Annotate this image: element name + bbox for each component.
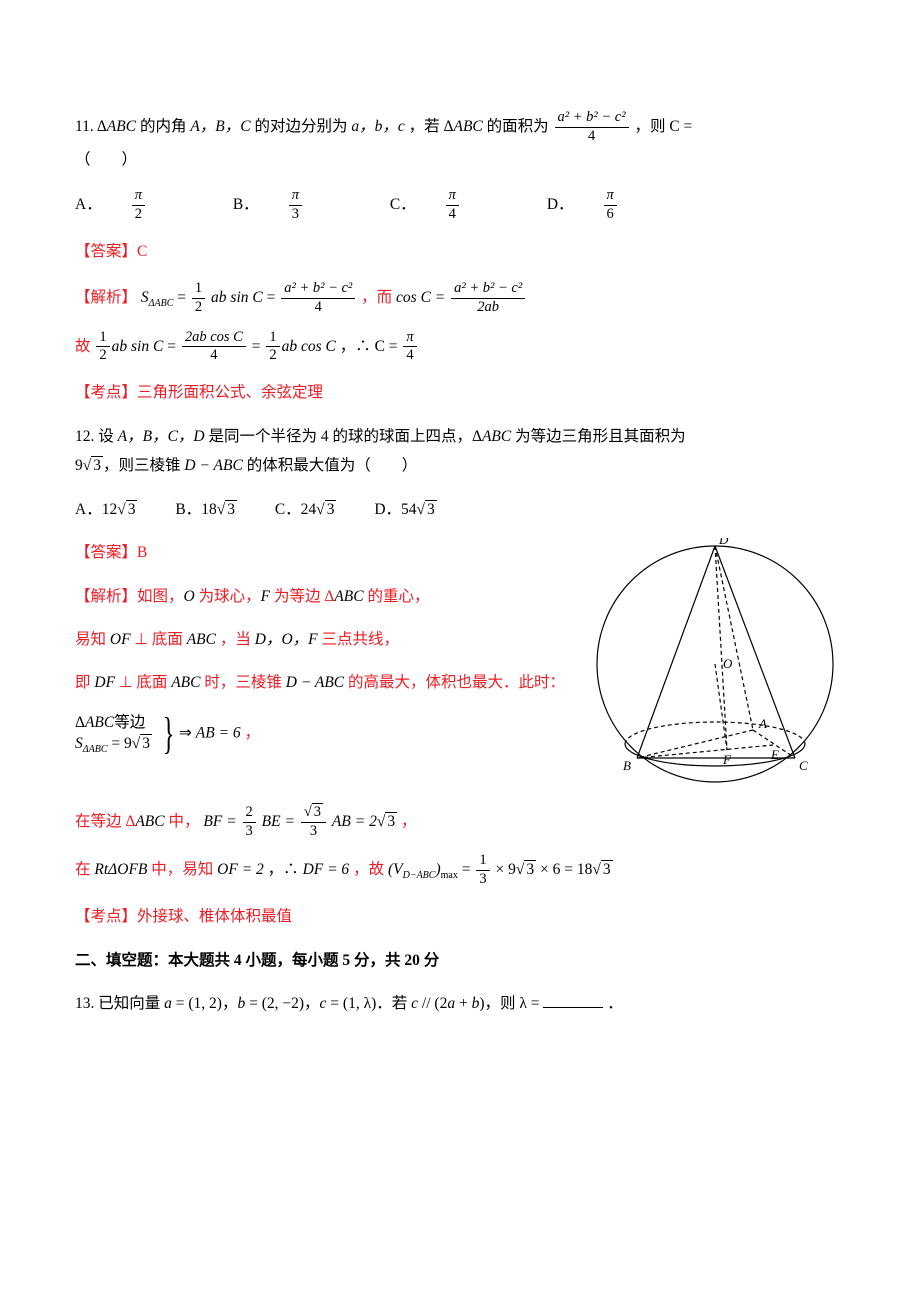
text: ，若 Δ [405,118,454,135]
fraction: a² + b² − c² 4 [555,110,629,145]
q12-analysis-wrap: D A B C E F O 【答案】B 【解析】如图，O 为球心，F 为等边 Δ… [75,538,845,804]
sphere-figure: D A B C E F O [585,538,845,804]
topic-text: 外接球、椎体体积最值 [137,908,292,925]
section-2-heading: 二、填空题：本大题共 4 小题，每小题 5 分，共 20 分 [75,946,845,975]
text: 的面积为 [483,118,553,135]
q11-answer: 【答案】C [75,237,845,266]
brace-icon: } [163,712,175,756]
text: ABC [454,118,483,135]
q11-options: A．π2 B．π3 C．π4 D．π6 [75,188,845,223]
blank-input [543,1007,603,1008]
svg-text:O: O [723,656,733,671]
brace-stack: ΔABC等边 SΔABC = 93 [75,713,152,755]
option-c: C．243 [275,501,337,518]
q12-step-bf: 在等边 ΔABC 中， BF = 23 BE = 33 AB = 23 ， [75,805,845,840]
text: a，b，c [351,118,404,135]
option-b: B．π3 [233,188,358,223]
text: ABC [107,118,136,135]
paren-blank: （ ） [75,151,137,168]
numerator: a² + b² − c² [555,110,629,128]
q12-stem: 12. 设 A，B，C，D 是同一个半径为 4 的球的球面上四点，ΔABC 为等… [75,422,845,481]
option-a: A．π2 [75,188,201,223]
q12-options: A．123 B．183 C．243 D．543 [75,495,845,524]
q11-analysis-1: 【解析】 SΔABC = 12 ab sin C = a² + b² − c²4… [75,281,845,316]
q12-topic: 【考点】外接球、椎体体积最值 [75,902,845,931]
text: 的对边分别为 [251,118,352,135]
text: 11. Δ [75,118,107,135]
text: ，则 C = [631,118,693,135]
analysis-label: 【解析】 [75,289,137,306]
page-content: 11. ΔABC 的内角 A，B，C 的对边分别为 a，b，c ，若 ΔABC … [0,0,920,1073]
q13-stem: 13. 已知向量 a = (1, 2)，b = (2, −2)，c = (1, … [75,989,845,1018]
topic-label: 【考点】 [75,908,137,925]
text: 的内角 [136,118,190,135]
option-d: D．π6 [547,188,673,223]
text: A，B，C [190,118,250,135]
svg-text:C: C [799,758,808,773]
q11-stem: 11. ΔABC 的内角 A，B，C 的对边分别为 a，b，c ，若 ΔABC … [75,110,845,174]
svg-text:B: B [623,758,631,773]
answer-label: 【答案】 [75,544,137,561]
topic-label: 【考点】 [75,384,137,401]
answer-value: B [137,544,147,561]
q12-step-vol: 在 RtΔOFB 中，易知 OF = 2 ，∴ DF = 6 ，故 (VD−AB… [75,853,845,888]
answer-value: C [137,243,147,260]
option-a: A．123 [75,501,137,518]
svg-text:F: F [722,752,732,767]
topic-text: 三角形面积公式、余弦定理 [137,384,323,401]
svg-text:A: A [758,716,767,731]
denominator: 4 [555,128,629,145]
q11-analysis-2: 故 12ab sin C = 2ab cos C4 = 12ab cos C ，… [75,330,845,365]
option-d: D．543 [374,501,436,518]
q11-topic: 【考点】三角形面积公式、余弦定理 [75,378,845,407]
option-c: C．π4 [390,188,515,223]
option-b: B．183 [175,501,237,518]
answer-label: 【答案】 [75,243,137,260]
svg-text:D: D [718,538,729,547]
sphere-svg: D A B C E F O [585,538,845,794]
text: S [141,289,149,306]
svg-text:E: E [770,747,779,762]
